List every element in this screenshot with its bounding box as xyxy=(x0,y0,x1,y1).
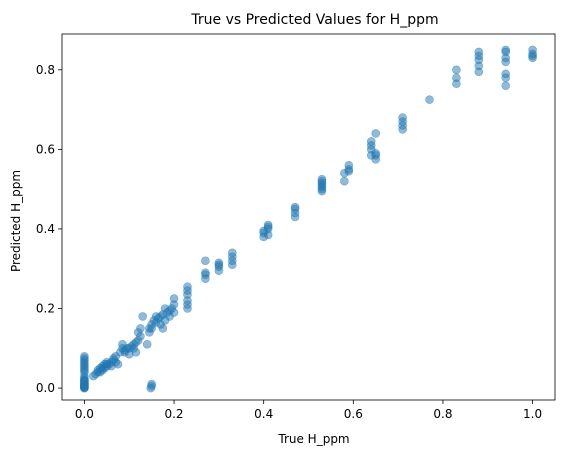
data-point xyxy=(501,81,511,91)
x-tick-label: 1.0 xyxy=(523,407,542,421)
data-point xyxy=(136,324,145,333)
y-tick-label: 0.6 xyxy=(36,142,55,156)
data-point xyxy=(113,359,123,369)
data-point xyxy=(80,376,89,386)
chart-title: True vs Predicted Values for H_ppm xyxy=(190,12,438,28)
data-point xyxy=(452,73,461,83)
data-point xyxy=(80,351,89,361)
data-point xyxy=(474,47,484,57)
data-point xyxy=(371,129,381,138)
data-point xyxy=(398,113,407,122)
x-axis-label: True H_ppm xyxy=(277,432,349,446)
y-tick-label: 0.4 xyxy=(36,222,55,236)
data-point xyxy=(214,258,224,268)
data-point xyxy=(263,220,273,230)
data-point xyxy=(528,45,537,55)
y-axis-ticks: 0.0 0.2 0.4 0.6 0.8 xyxy=(36,63,62,395)
data-point xyxy=(169,294,179,303)
data-point xyxy=(158,324,168,333)
data-point xyxy=(228,248,237,258)
data-point xyxy=(452,65,461,75)
data-point xyxy=(142,340,152,349)
data-points xyxy=(80,45,537,393)
data-point xyxy=(371,149,381,158)
data-point xyxy=(317,174,327,184)
data-point xyxy=(169,308,179,317)
data-point xyxy=(136,332,145,341)
y-axis-label: Predicted H_ppm xyxy=(9,170,23,272)
y-tick-label: 0.2 xyxy=(36,302,55,316)
data-point xyxy=(138,312,147,321)
x-tick-label: 0.6 xyxy=(344,407,363,421)
x-tick-label: 0.4 xyxy=(254,407,273,421)
data-point xyxy=(201,256,210,266)
data-point xyxy=(501,69,511,79)
data-point xyxy=(131,347,141,357)
data-point xyxy=(366,137,376,146)
data-point xyxy=(290,202,300,212)
x-tick-label: 0.0 xyxy=(75,407,94,421)
x-axis-ticks: 0.0 0.2 0.4 0.6 0.8 1.0 xyxy=(75,400,542,421)
data-point xyxy=(147,379,156,389)
data-point xyxy=(501,45,511,55)
data-point xyxy=(425,95,434,104)
data-point xyxy=(340,176,349,186)
y-tick-label: 0.0 xyxy=(36,381,55,395)
data-point xyxy=(344,160,354,170)
data-point xyxy=(183,282,192,291)
x-tick-label: 0.2 xyxy=(164,407,183,421)
x-tick-label: 0.8 xyxy=(433,407,452,421)
y-tick-label: 0.8 xyxy=(36,63,55,77)
plot-frame xyxy=(61,33,556,401)
data-point xyxy=(201,268,210,277)
